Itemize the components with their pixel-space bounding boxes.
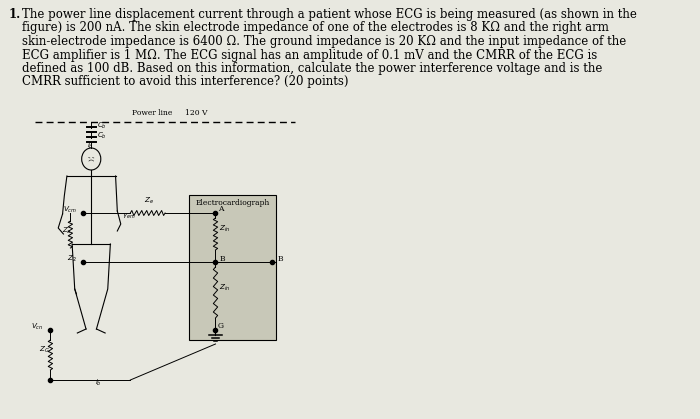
Text: $i_b$: $i_b$: [94, 378, 101, 388]
Text: CMRR sufficient to avoid this interference? (20 points): CMRR sufficient to avoid this interferen…: [22, 75, 348, 88]
Text: $Z_{in}$: $Z_{in}$: [219, 224, 230, 234]
Text: The power line displacement current through a patient whose ECG is being measure: The power line displacement current thro…: [22, 8, 636, 21]
Text: $Z_{in}$: $Z_{in}$: [219, 282, 230, 293]
Text: A: A: [218, 205, 223, 213]
Text: figure) is 200 nA. The skin electrode impedance of one of the electrodes is 8 KΩ: figure) is 200 nA. The skin electrode im…: [22, 21, 608, 34]
Text: 1.: 1.: [8, 8, 21, 21]
Text: $i_b$: $i_b$: [87, 141, 94, 151]
Text: $\gamma_{em}$: $\gamma_{em}$: [122, 212, 135, 221]
Text: $Z_G$: $Z_G$: [39, 345, 50, 355]
Text: defined as 100 dB. Based on this information, calculate the power interference v: defined as 100 dB. Based on this informa…: [22, 62, 602, 75]
Text: ECG amplifier is 1 MΩ. The ECG signal has an amplitude of 0.1 mV and the CMRR of: ECG amplifier is 1 MΩ. The ECG signal ha…: [22, 49, 597, 62]
Text: Electrocardiograph: Electrocardiograph: [196, 199, 270, 207]
Text: $C_b$: $C_b$: [97, 121, 107, 131]
Text: $C_b$: $C_b$: [97, 131, 107, 141]
Text: Power line: Power line: [132, 109, 172, 117]
Bar: [190, 195, 276, 340]
Text: $Z_2$: $Z_2$: [67, 254, 77, 264]
Text: $Z_e$: $Z_e$: [144, 196, 154, 206]
Text: skin-electrode impedance is 6400 Ω. The ground impedance is 20 KΩ and the input : skin-electrode impedance is 6400 Ω. The …: [22, 35, 626, 48]
Text: B: B: [220, 255, 225, 263]
Text: G: G: [218, 322, 224, 330]
Text: B: B: [278, 255, 284, 263]
Text: $V_{cn}$: $V_{cn}$: [32, 322, 44, 332]
Text: $V_{cm}$: $V_{cm}$: [64, 205, 78, 215]
Text: $Z_a$: $Z_a$: [62, 225, 71, 236]
Text: 120 V: 120 V: [185, 109, 208, 117]
